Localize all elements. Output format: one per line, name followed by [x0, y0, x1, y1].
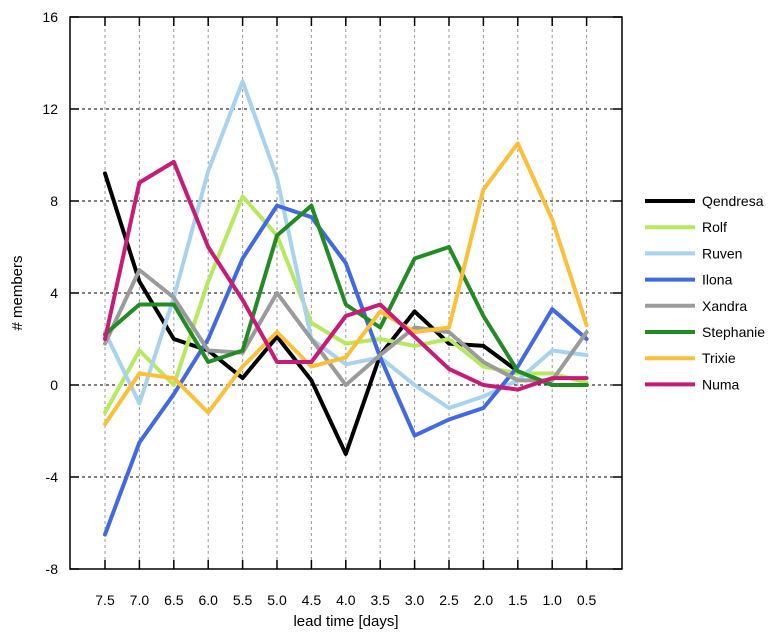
x-tick-label: 6.5: [164, 592, 184, 608]
series-line-qendresa: [103, 171, 589, 456]
legend-label: Trixie: [702, 350, 736, 366]
x-tick-label: 6.0: [198, 592, 218, 608]
series-line-xandra: [103, 268, 589, 387]
y-axis-label: # members: [9, 255, 26, 330]
legend-label: Rolf: [702, 219, 727, 235]
y-tick-label: 4: [50, 285, 58, 301]
series-line-numa: [103, 159, 589, 392]
x-tick-label: 5.0: [267, 592, 287, 608]
legend: Qendresa Rolf Ruven Ilona Xandra Stephanie Tri…: [645, 193, 765, 392]
series-line-rolf: [103, 194, 589, 415]
grid: [70, 17, 622, 569]
legend-label: Ilona: [702, 272, 733, 288]
x-tick-label: 3.0: [405, 592, 425, 608]
y-tick-label: 0: [50, 377, 58, 393]
legend-label: Stephanie: [702, 324, 765, 340]
y-tick-label: -4: [46, 469, 59, 485]
series-line-trixie: [103, 141, 589, 427]
x-tick-label: 2.0: [474, 592, 494, 608]
x-tick-label: 4.5: [302, 592, 322, 608]
x-tick-label: 4.0: [336, 592, 356, 608]
x-tick-label: 7.0: [130, 592, 150, 608]
x-tick-label: 1.5: [508, 592, 528, 608]
legend-label: Qendresa: [702, 193, 764, 209]
x-tick-label: 5.5: [233, 592, 253, 608]
series-line-ruven: [103, 79, 589, 410]
legend-label: Xandra: [702, 298, 747, 314]
y-tick-label: 8: [50, 193, 58, 209]
x-tick-label: 2.5: [439, 592, 459, 608]
legend-label: Ruven: [702, 245, 742, 261]
axes: 7.5 7.0 6.5 6.0 5.5 5.0 4.5 4.0 3.5 3.0 2.5 2.0 1.5 1…: [42, 9, 622, 608]
x-tick-label: 1.0: [542, 592, 562, 608]
legend-label: Numa: [702, 376, 740, 392]
x-tick-label: 3.5: [370, 592, 390, 608]
y-tick-label: 16: [42, 9, 58, 25]
y-tick-label: 12: [42, 101, 58, 117]
x-axis-label: lead time [days]: [293, 613, 398, 630]
x-tick-label: 7.5: [95, 592, 115, 608]
x-tick-label: 0.5: [577, 592, 597, 608]
series-lines: [103, 79, 589, 537]
y-tick-label: -8: [46, 561, 59, 577]
series-line-stephanie: [103, 203, 589, 387]
series-line-ilona: [103, 203, 589, 537]
